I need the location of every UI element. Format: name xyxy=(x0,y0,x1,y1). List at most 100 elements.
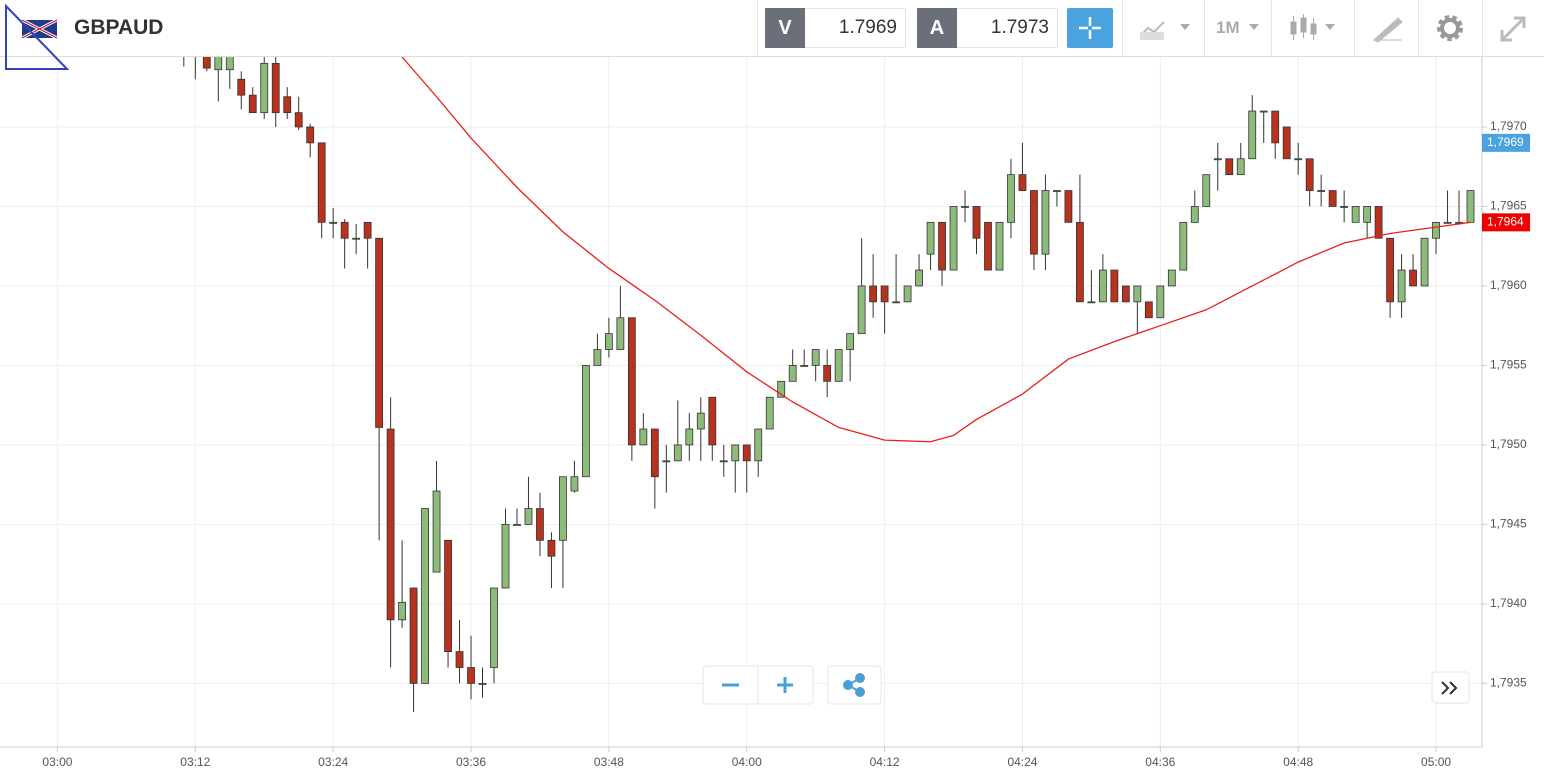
price-label-box xyxy=(1482,213,1530,232)
candle-body xyxy=(811,349,820,366)
separator xyxy=(757,0,758,56)
share-icon xyxy=(843,673,865,697)
candle-body xyxy=(604,333,613,350)
x-tick-label: 05:00 xyxy=(1421,755,1451,769)
candle-body xyxy=(363,221,372,239)
candle-body xyxy=(260,62,269,114)
x-tick-label: 04:00 xyxy=(732,755,762,769)
candle-body xyxy=(570,476,579,492)
candle-body xyxy=(1259,110,1268,113)
candle-body xyxy=(1248,110,1257,160)
buy-price[interactable]: 1.7973 xyxy=(957,8,1058,48)
candle-body xyxy=(225,57,234,71)
candle-body xyxy=(306,126,315,144)
candle-body xyxy=(1236,158,1245,176)
separator xyxy=(1418,0,1419,56)
price-label: 1,7969 xyxy=(1487,135,1524,149)
candle-body xyxy=(788,365,797,382)
buy-price-text: 1.7973 xyxy=(990,17,1049,38)
candle-body xyxy=(1053,190,1061,192)
candle-body xyxy=(432,490,441,573)
candle-body xyxy=(1363,206,1372,223)
sell-label[interactable]: V xyxy=(765,8,805,48)
candle-body xyxy=(926,221,935,255)
candle-body xyxy=(892,301,900,304)
x-tick-label: 04:48 xyxy=(1283,755,1313,769)
plot xyxy=(183,57,1475,713)
separator xyxy=(1122,0,1123,56)
candle-body xyxy=(1190,206,1199,223)
flag-annotation xyxy=(5,3,70,70)
candle-body xyxy=(938,221,946,271)
candle-body xyxy=(754,428,763,462)
grid xyxy=(0,57,1482,747)
candle-body xyxy=(800,365,809,367)
crosshair-icon xyxy=(1079,17,1101,39)
header: GBPAUD V 1.7969 A 1.7973 1M xyxy=(0,0,1544,70)
timeframe-button[interactable]: 1M xyxy=(1216,18,1240,37)
candle-body xyxy=(685,428,694,446)
candle-body xyxy=(972,206,981,239)
candle-body xyxy=(547,539,556,557)
y-tick-label: 1,7945 xyxy=(1490,517,1527,531)
axes: 1,7935 1,7940 1,7945 1,7950 1,7955 1,7960 1,79… xyxy=(42,119,1530,769)
buy-label[interactable]: A xyxy=(917,8,957,48)
fullscreen-button[interactable] xyxy=(1496,12,1530,46)
sell-price[interactable]: 1.7969 xyxy=(805,8,906,48)
candle-body xyxy=(582,365,590,478)
separator xyxy=(1482,0,1483,56)
candle-body xyxy=(1351,206,1360,223)
candle-body xyxy=(869,285,878,303)
candle-body xyxy=(731,444,740,462)
candle-body xyxy=(1064,190,1073,223)
candle-body xyxy=(1225,158,1234,176)
candle-body xyxy=(1432,221,1440,239)
x-tick-label: 04:12 xyxy=(870,755,900,769)
share-button[interactable] xyxy=(827,665,882,705)
candle-body xyxy=(237,78,246,96)
candle-body xyxy=(1340,206,1349,208)
candle-body xyxy=(513,524,521,526)
candle-body xyxy=(1030,190,1038,255)
candle-body xyxy=(1076,221,1084,303)
candle-body xyxy=(444,539,452,653)
candle-body xyxy=(375,237,384,428)
candle-body xyxy=(1305,158,1314,191)
candle-body xyxy=(202,57,211,69)
drawing-tools-button[interactable] xyxy=(1368,10,1408,46)
candle-body xyxy=(995,221,1004,271)
candle-body xyxy=(1317,190,1326,192)
candle-body xyxy=(1409,269,1417,287)
separator xyxy=(1271,0,1272,56)
candle-body xyxy=(1007,174,1015,223)
candle-body xyxy=(903,285,912,303)
y-tick-label: 1,7950 xyxy=(1490,437,1527,451)
x-tick-label: 04:36 xyxy=(1145,755,1175,769)
candle-body xyxy=(524,508,533,525)
candle-body xyxy=(398,601,406,621)
candle-body xyxy=(650,428,659,478)
candle-body xyxy=(329,221,338,224)
candle-body xyxy=(880,285,889,303)
candle-body xyxy=(386,428,395,621)
flag-cross xyxy=(21,19,58,39)
candle-body xyxy=(1087,301,1096,304)
candle-body xyxy=(961,206,969,208)
candle-body xyxy=(317,142,326,223)
candle-body xyxy=(478,683,487,685)
crosshair-button[interactable] xyxy=(1067,8,1113,48)
candle-body xyxy=(421,508,429,684)
candle-body xyxy=(283,96,292,114)
candle-body xyxy=(1202,174,1211,207)
chart-type-button[interactable] xyxy=(1130,10,1200,46)
candle-body xyxy=(352,237,361,240)
scroll-right-button[interactable] xyxy=(1431,671,1470,704)
candle-body xyxy=(949,206,958,271)
candle-body xyxy=(1328,190,1337,207)
candle-body xyxy=(616,317,625,350)
candle-style-button[interactable] xyxy=(1285,10,1345,46)
settings-button[interactable] xyxy=(1434,12,1468,46)
moving-average-line xyxy=(401,57,1471,443)
candle-body xyxy=(719,460,728,463)
